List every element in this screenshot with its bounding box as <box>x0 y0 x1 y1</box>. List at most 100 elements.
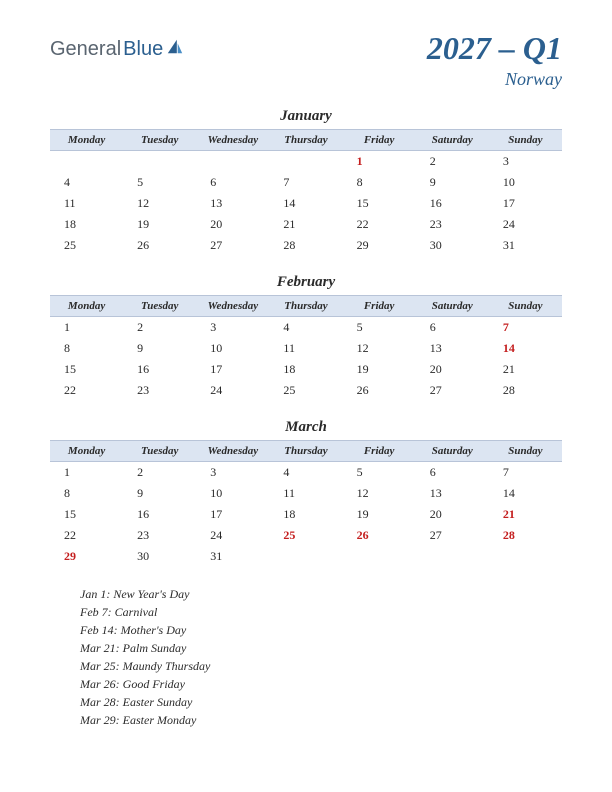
holiday-item: Mar 29: Easter Monday <box>80 711 562 729</box>
day-header: Monday <box>50 296 123 317</box>
calendar-cell: 25 <box>269 525 342 546</box>
calendar-cell: 4 <box>50 172 123 193</box>
calendar-cell: 23 <box>123 380 196 401</box>
calendar-cell: 1 <box>50 317 123 339</box>
calendar-cell: 14 <box>489 483 562 504</box>
calendar-row: 15161718192021 <box>50 359 562 380</box>
calendar-row: 293031 <box>50 546 562 567</box>
calendar-cell: 10 <box>196 483 269 504</box>
calendar-cell: 21 <box>489 504 562 525</box>
calendar-row: 11121314151617 <box>50 193 562 214</box>
calendar-cell <box>269 546 342 567</box>
title-block: 2027 – Q1 Norway <box>427 30 562 90</box>
calendar-cell: 9 <box>123 338 196 359</box>
calendar-table: MondayTuesdayWednesdayThursdayFridaySatu… <box>50 440 562 567</box>
calendar-cell <box>343 546 416 567</box>
calendar-cell: 21 <box>489 359 562 380</box>
holiday-item: Jan 1: New Year's Day <box>80 585 562 603</box>
day-header: Wednesday <box>196 296 269 317</box>
calendar-cell: 6 <box>416 462 489 484</box>
calendar-row: 22232425262728 <box>50 380 562 401</box>
calendar-cell: 30 <box>416 235 489 256</box>
day-header: Friday <box>343 130 416 151</box>
calendar-cell: 24 <box>489 214 562 235</box>
calendar-cell: 20 <box>196 214 269 235</box>
day-header: Thursday <box>269 441 342 462</box>
logo-sail-icon <box>166 38 184 56</box>
day-header: Sunday <box>489 441 562 462</box>
day-header: Thursday <box>269 130 342 151</box>
calendar-row: 1234567 <box>50 462 562 484</box>
calendar-cell: 12 <box>343 483 416 504</box>
calendar-cell: 24 <box>196 525 269 546</box>
calendar-cell: 15 <box>50 504 123 525</box>
month-name: February <box>50 274 562 291</box>
calendar-cell: 22 <box>343 214 416 235</box>
month-block: JanuaryMondayTuesdayWednesdayThursdayFri… <box>50 108 562 256</box>
calendar-cell: 28 <box>489 380 562 401</box>
calendar-cell: 10 <box>489 172 562 193</box>
calendar-cell <box>50 151 123 173</box>
calendar-cell: 13 <box>416 338 489 359</box>
calendar-cell: 6 <box>416 317 489 339</box>
month-block: MarchMondayTuesdayWednesdayThursdayFrida… <box>50 419 562 567</box>
calendar-cell: 29 <box>50 546 123 567</box>
holiday-item: Mar 21: Palm Sunday <box>80 639 562 657</box>
calendar-cell: 13 <box>196 193 269 214</box>
calendar-cell: 20 <box>416 359 489 380</box>
title-main: 2027 – Q1 <box>427 30 562 67</box>
calendar-cell <box>196 151 269 173</box>
calendar-cell: 15 <box>343 193 416 214</box>
calendar-cell: 11 <box>269 483 342 504</box>
calendar-cell: 9 <box>123 483 196 504</box>
calendar-cell: 10 <box>196 338 269 359</box>
calendar-cell: 20 <box>416 504 489 525</box>
calendar-row: 22232425262728 <box>50 525 562 546</box>
calendar-cell: 2 <box>123 462 196 484</box>
calendar-cell: 17 <box>489 193 562 214</box>
calendar-cell: 27 <box>416 525 489 546</box>
day-header: Tuesday <box>123 296 196 317</box>
calendar-cell: 29 <box>343 235 416 256</box>
calendar-row: 25262728293031 <box>50 235 562 256</box>
calendar-row: 891011121314 <box>50 483 562 504</box>
title-sub: Norway <box>427 69 562 90</box>
calendar-row: 15161718192021 <box>50 504 562 525</box>
calendar-cell: 7 <box>489 317 562 339</box>
calendar-cell: 19 <box>343 359 416 380</box>
holiday-item: Mar 25: Maundy Thursday <box>80 657 562 675</box>
calendar-cell: 12 <box>343 338 416 359</box>
calendar-cell: 1 <box>343 151 416 173</box>
calendar-cell: 14 <box>269 193 342 214</box>
calendar-cell: 16 <box>416 193 489 214</box>
calendar-cell: 24 <box>196 380 269 401</box>
calendar-cell: 5 <box>123 172 196 193</box>
holiday-item: Feb 7: Carnival <box>80 603 562 621</box>
calendar-cell: 25 <box>269 380 342 401</box>
calendar-cell: 4 <box>269 317 342 339</box>
calendar-cell: 4 <box>269 462 342 484</box>
calendar-cell <box>416 546 489 567</box>
calendar-table: MondayTuesdayWednesdayThursdayFridaySatu… <box>50 295 562 401</box>
logo-text-blue: Blue <box>123 38 163 61</box>
logo: General Blue <box>50 38 184 61</box>
calendar-cell: 13 <box>416 483 489 504</box>
calendar-cell: 28 <box>269 235 342 256</box>
day-header: Tuesday <box>123 441 196 462</box>
calendar-cell <box>269 151 342 173</box>
calendar-cell: 3 <box>196 462 269 484</box>
calendar-cell <box>489 546 562 567</box>
calendar-cell: 25 <box>50 235 123 256</box>
calendar-container: JanuaryMondayTuesdayWednesdayThursdayFri… <box>50 108 562 567</box>
calendar-cell: 18 <box>269 504 342 525</box>
day-header: Friday <box>343 441 416 462</box>
calendar-cell <box>123 151 196 173</box>
calendar-cell: 23 <box>123 525 196 546</box>
holiday-item: Mar 28: Easter Sunday <box>80 693 562 711</box>
calendar-cell: 28 <box>489 525 562 546</box>
header: General Blue 2027 – Q1 Norway <box>50 30 562 90</box>
calendar-cell: 15 <box>50 359 123 380</box>
calendar-cell: 6 <box>196 172 269 193</box>
month-name: January <box>50 108 562 125</box>
calendar-cell: 26 <box>123 235 196 256</box>
